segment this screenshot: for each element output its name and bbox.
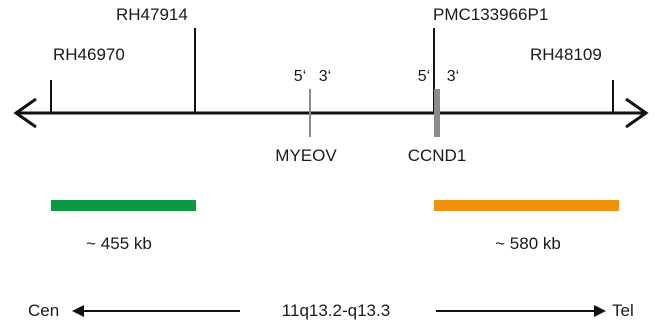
- left-arrowhead: [13, 97, 37, 129]
- gene-myeov: 5‘ 3‘ MYEOV: [275, 68, 337, 165]
- right-arrowhead: [625, 97, 649, 129]
- gene-ccnd1-three-prime: 3‘: [447, 68, 459, 85]
- marker-label-rh47914: RH47914: [116, 5, 188, 24]
- probe-telomeric: ~ 580 kb: [434, 200, 619, 253]
- orientation-label-tel: Tel: [612, 301, 634, 320]
- orientation-label-cen: Cen: [28, 301, 59, 320]
- orientation-label-region: 11q13.2-q13.3: [282, 301, 390, 320]
- marker-label-rh48109: RH48109: [530, 45, 602, 64]
- orientation-arrowhead-left: [72, 305, 84, 317]
- gene-myeov-five-prime: 5‘: [294, 68, 306, 85]
- probe-label-centromeric: ~ 455 kb: [86, 234, 152, 253]
- gene-ccnd1-five-prime: 5‘: [418, 68, 430, 85]
- gene-mark-ccnd1: [434, 89, 440, 137]
- gene-ccnd1-label: CCND1: [408, 146, 467, 165]
- orientation-row: Cen 11q13.2-q13.3 Tel: [28, 301, 634, 320]
- gene-myeov-label: MYEOV: [275, 146, 337, 165]
- marker-label-pmc133966p1: PMC133966P1: [433, 5, 548, 24]
- chromosome-axis: [13, 97, 649, 129]
- probe-bar-telomeric: [434, 200, 619, 211]
- gene-myeov-three-prime: 3‘: [319, 68, 331, 85]
- markers: RH46970 RH47914 PMC133966P1 RH48109: [50, 5, 614, 113]
- marker-label-rh46970: RH46970: [53, 45, 125, 64]
- probe-bar-centromeric: [51, 200, 196, 211]
- orientation-arrowhead-right: [594, 305, 606, 317]
- gene-ccnd1: 5‘ 3‘ CCND1: [408, 68, 467, 165]
- probe-centromeric: ~ 455 kb: [51, 200, 196, 253]
- probe-label-telomeric: ~ 580 kb: [495, 234, 561, 253]
